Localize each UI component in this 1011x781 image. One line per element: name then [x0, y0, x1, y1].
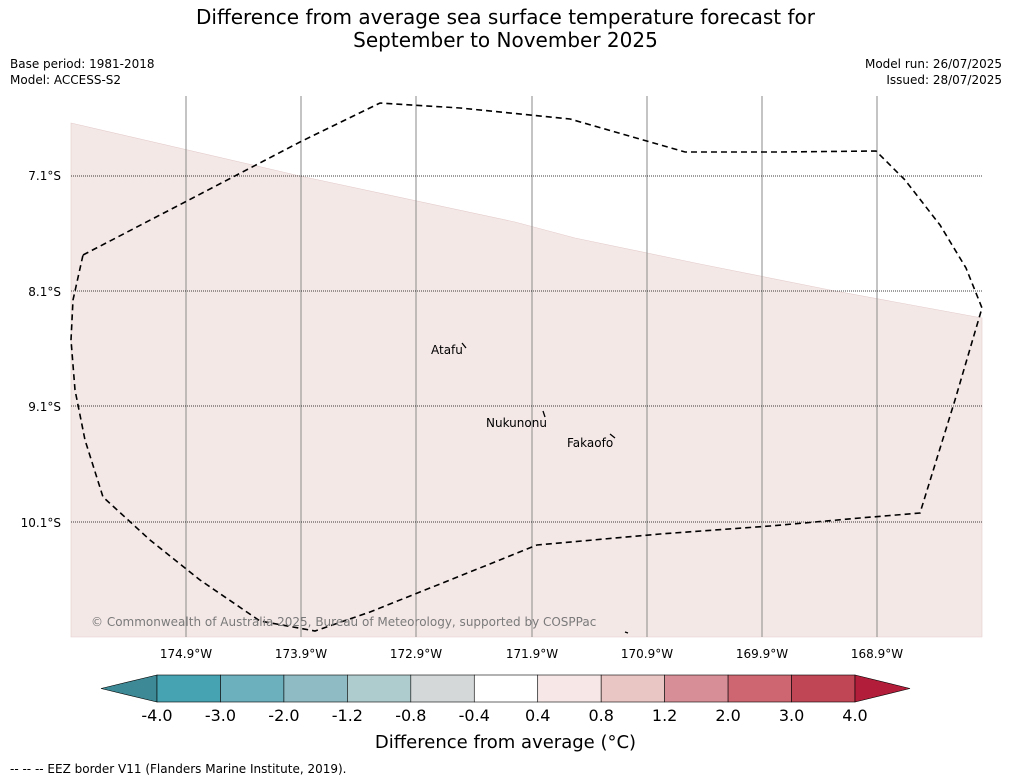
colorbar-tick-label: 4.0 — [842, 706, 867, 725]
colorbar-segment — [410, 674, 475, 703]
colorbar — [100, 674, 911, 703]
colorbar-tick-label: -4.0 — [141, 706, 172, 725]
eez-footnote: -- -- -- EEZ border V11 (Flanders Marine… — [10, 762, 347, 776]
colorbar-tick-label: -0.8 — [395, 706, 426, 725]
colorbar-tick-label: 0.4 — [525, 706, 550, 725]
colorbar-tick-label: 0.8 — [588, 706, 613, 725]
colorbar-segment — [600, 674, 665, 703]
colorbar-label: Difference from average (°C) — [374, 732, 637, 753]
lon-label-168.9W: 168.9°W — [851, 647, 903, 661]
colorbar-segment — [473, 674, 539, 703]
colorbar-tick-label: -1.2 — [332, 706, 363, 725]
lon-label-170.9W: 170.9°W — [621, 647, 673, 661]
lat-label-10.1S: 10.1°S — [21, 516, 61, 530]
model-run: Model run: 26/07/2025 — [864, 57, 1002, 71]
colorbar-segment — [220, 674, 285, 703]
meta-right: Model run: 26/07/2025 Issued: 28/07/2025 — [865, 56, 1002, 88]
meridians — [185, 96, 878, 637]
lon-label-172.9W: 172.9°W — [390, 647, 442, 661]
colorbar-extend-high — [854, 674, 911, 703]
colorbar-tick-label: 3.0 — [779, 706, 804, 725]
colorbar-tick-label: 2.0 — [715, 706, 740, 725]
colorbar-tick-label: -2.0 — [268, 706, 299, 725]
issued-date: Issued: 28/07/2025 — [886, 73, 1002, 87]
atoll-marks — [461, 342, 629, 634]
small-islet — [624, 631, 629, 634]
lon-labels: 174.9°W 173.9°W 172.9°W 171.9°W 170.9°W … — [160, 647, 903, 661]
anomaly-region-0.4-0.8 — [70, 122, 983, 638]
colorbar-tick-label: -3.0 — [205, 706, 236, 725]
colorbar-segment — [727, 674, 792, 703]
model-name: Model: ACCESS-S2 — [10, 73, 122, 87]
lon-label-174.9W: 174.9°W — [160, 647, 212, 661]
colorbar-segment — [537, 674, 602, 703]
atafu-atoll — [461, 342, 467, 349]
colorbar-ticks: -4.0 -3.0 -2.0 -1.2 -0.8 -0.4 0.4 0.8 1.2 2.0 3.0 4… — [141, 706, 867, 725]
fakaofo-atoll — [609, 433, 616, 439]
lat-label-7.1S: 7.1°S — [28, 169, 61, 183]
colorbar-segment — [664, 674, 729, 703]
colorbar-segment — [283, 674, 348, 703]
lon-label-171.9W: 171.9°W — [506, 647, 558, 661]
place-label-atafu: Atafu — [431, 343, 463, 357]
colorbar-segment — [347, 674, 412, 703]
chart-title-line2: September to November 2025 — [353, 28, 658, 52]
lon-label-169.9W: 169.9°W — [736, 647, 788, 661]
colorbar-extend-low — [100, 674, 158, 703]
place-label-nukunonu: Nukunonu — [486, 416, 547, 430]
colorbar-tick-label: -0.4 — [459, 706, 490, 725]
base-period: Base period: 1981-2018 — [10, 57, 155, 71]
meta-left: Base period: 1981-2018 Model: ACCESS-S2 — [10, 56, 155, 88]
colorbar-tick-label: 1.2 — [652, 706, 677, 725]
lat-label-9.1S: 9.1°S — [28, 400, 61, 414]
eez-border — [70, 102, 983, 632]
lat-labels: 7.1°S 8.1°S 9.1°S 10.1°S — [21, 169, 61, 530]
lon-label-173.9W: 173.9°W — [275, 647, 327, 661]
chart-title-line1: Difference from average sea surface temp… — [195, 5, 815, 29]
colorbar-segment — [156, 674, 221, 703]
lat-label-8.1S: 8.1°S — [28, 285, 61, 299]
nukunonu-atoll — [542, 410, 546, 418]
colorbar-segment — [791, 674, 856, 703]
place-label-fakaofo: Fakaofo — [567, 436, 613, 450]
copyright-text: © Commonwealth of Australia 2025, Bureau… — [91, 615, 596, 629]
